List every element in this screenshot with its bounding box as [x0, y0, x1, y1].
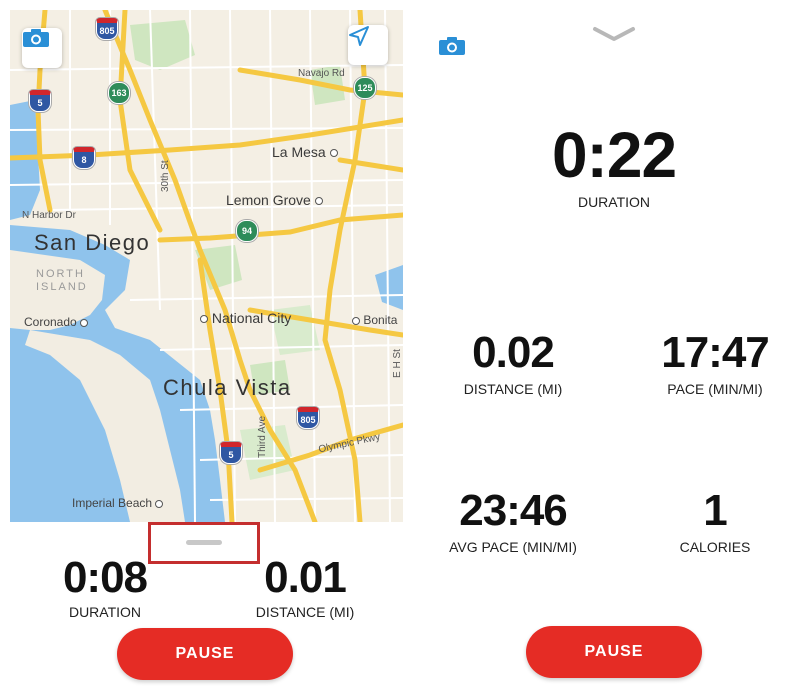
avg-pace-label: AVG PACE (MIN/MI) [449, 539, 577, 555]
duration-label: DURATION [577, 194, 651, 210]
camera-button[interactable] [438, 36, 466, 61]
pace-label: PACE (MIN/MI) [667, 381, 763, 397]
sheet-handle-highlight[interactable] [148, 522, 260, 564]
shield-i805-north: 805 [96, 18, 118, 40]
shield-i5-north: 5 [29, 90, 51, 112]
map-label-north-island: NORTH ISLAND [36, 268, 88, 293]
distance-label: DISTANCE (MI) [463, 381, 563, 397]
chevron-down-icon[interactable] [592, 26, 636, 42]
shield-sr125: 125 [354, 77, 376, 99]
avg-pace-value: 23:46 [459, 486, 568, 535]
map-graphic [10, 10, 403, 522]
camera-icon [23, 29, 49, 47]
navigation-arrow-icon [349, 26, 369, 46]
map-pin-icon [200, 315, 208, 324]
map-label-n-harbor-dr: N Harbor Dr [22, 210, 76, 221]
map-pin-icon [80, 318, 89, 327]
map-pin-icon [155, 499, 164, 508]
pause-button[interactable]: PAUSE [526, 626, 702, 678]
map-label-third-ave: Third Ave [257, 415, 268, 458]
drag-handle[interactable] [186, 540, 222, 545]
duration-label: DURATION [68, 604, 142, 620]
map-pin-icon [329, 149, 338, 158]
map-label-imperial-beach: Imperial Beach [72, 496, 164, 510]
map-label-chula-vista: Chula Vista [163, 375, 292, 400]
distance-label: DISTANCE (MI) [255, 604, 355, 620]
calories-value: 1 [703, 486, 727, 535]
shield-sr94: 94 [236, 220, 258, 242]
distance-value: 0.02 [472, 328, 555, 377]
shield-i8: 8 [73, 147, 95, 169]
map-view[interactable]: San Diego Chula Vista La Mesa Lemon Grov… [10, 10, 403, 522]
camera-button[interactable] [22, 28, 62, 68]
duration-value: 0:08 [62, 553, 148, 602]
map-label-30th-st: 30th St [160, 160, 171, 192]
duration-value: 0:22 [551, 119, 677, 191]
map-label-coronado: Coronado [24, 315, 89, 329]
map-pin-icon [352, 316, 360, 325]
map-label-e-h-st: E H St [392, 349, 403, 378]
map-label-lemon-grove: Lemon Grove [226, 192, 323, 208]
run-tracker-stats-screen: 0:22 DURATION 0.02 DISTANCE (MI) 17:47 P… [418, 0, 800, 688]
distance-value: 0.01 [264, 553, 347, 602]
shield-i5-south: 5 [220, 442, 242, 464]
map-label-bonita: Bonita [352, 313, 397, 327]
camera-icon [439, 37, 465, 55]
pause-button[interactable]: PAUSE [117, 628, 293, 680]
map-label-navajo-rd: Navajo Rd [298, 68, 345, 79]
map-label-la-mesa: La Mesa [272, 144, 338, 160]
map-label-national-city: National City [200, 310, 291, 326]
map-label-san-diego: San Diego [34, 230, 151, 255]
location-button[interactable] [348, 25, 388, 65]
shield-sr163: 163 [108, 82, 130, 104]
shield-i805-south: 805 [297, 407, 319, 429]
run-tracker-map-screen: San Diego Chula Vista La Mesa Lemon Grov… [10, 0, 403, 688]
map-pin-icon [314, 197, 323, 206]
calories-label: CALORIES [679, 539, 751, 555]
pace-value: 17:47 [661, 328, 770, 377]
